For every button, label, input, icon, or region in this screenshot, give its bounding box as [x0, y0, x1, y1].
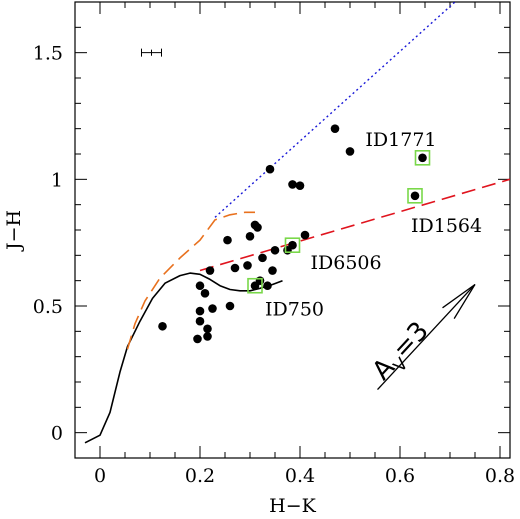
model-lines — [84, 2, 510, 444]
star-id-label: ID1771 — [365, 129, 436, 151]
x-tick-label: 0.4 — [285, 465, 315, 487]
data-point — [270, 245, 280, 255]
data-point — [203, 332, 212, 341]
data-point — [195, 281, 205, 291]
reddening-vector-head — [442, 283, 476, 319]
x-tick-label: 0.8 — [485, 465, 515, 487]
x-tick-label: 0 — [94, 465, 106, 487]
data-point — [410, 191, 420, 201]
data-point — [195, 306, 205, 316]
data-point — [288, 240, 297, 250]
axis-ticks — [74, 1, 510, 459]
y-tick-label: 1.5 — [33, 43, 63, 65]
data-point — [243, 261, 252, 270]
y-tick-label: 0.5 — [33, 296, 63, 318]
data-point — [195, 316, 205, 326]
data-point — [250, 281, 260, 291]
annotations: AV=3 — [141, 48, 476, 391]
dashed-line — [199, 178, 510, 272]
data-point — [288, 180, 297, 189]
highlight-box — [247, 277, 263, 294]
data-point — [230, 263, 240, 273]
dotted-line — [214, 2, 456, 218]
highlight-box — [414, 150, 431, 166]
y-tick-label: 0 — [51, 423, 63, 445]
data-point — [205, 266, 215, 275]
data-point — [200, 289, 210, 298]
star-id-label: ID1564 — [411, 215, 482, 237]
highlight-box — [407, 188, 423, 204]
reddening-vector-label: AV=3 — [367, 316, 439, 390]
dashed-line — [126, 211, 255, 350]
reddening-vector — [377, 284, 476, 391]
data-point — [253, 223, 262, 232]
x-axis-label: H−K — [269, 495, 316, 517]
data-point — [223, 235, 232, 245]
highlighted-stars: ID1771 ID1564 ID6506 ID750 — [247, 129, 482, 321]
axis-tick-labels: 0 0.2 0.4 0.6 0.8 0 0.5 1 1.5 — [33, 43, 515, 487]
data-points — [158, 124, 427, 344]
data-point — [203, 324, 212, 334]
data-point — [158, 321, 167, 331]
data-point — [193, 334, 202, 344]
data-point — [295, 181, 305, 190]
x-tick-label: 0.6 — [385, 465, 415, 487]
y-axis-label: J−H — [3, 210, 25, 252]
star-id-label: ID6506 — [311, 252, 382, 274]
data-point — [225, 301, 235, 311]
data-point — [263, 281, 272, 291]
data-point — [330, 124, 340, 133]
data-point — [418, 153, 427, 163]
data-point — [258, 253, 267, 263]
data-point — [345, 147, 355, 156]
data-point — [268, 266, 277, 275]
main-sequence-line — [84, 272, 283, 444]
y-tick-label: 1 — [51, 169, 63, 191]
x-tick-label: 0.2 — [185, 465, 215, 487]
data-point — [245, 232, 255, 241]
highlight-box — [284, 237, 301, 253]
data-point — [208, 304, 217, 313]
star-id-label: ID750 — [265, 299, 324, 321]
data-point — [265, 164, 275, 174]
data-point — [300, 230, 310, 240]
